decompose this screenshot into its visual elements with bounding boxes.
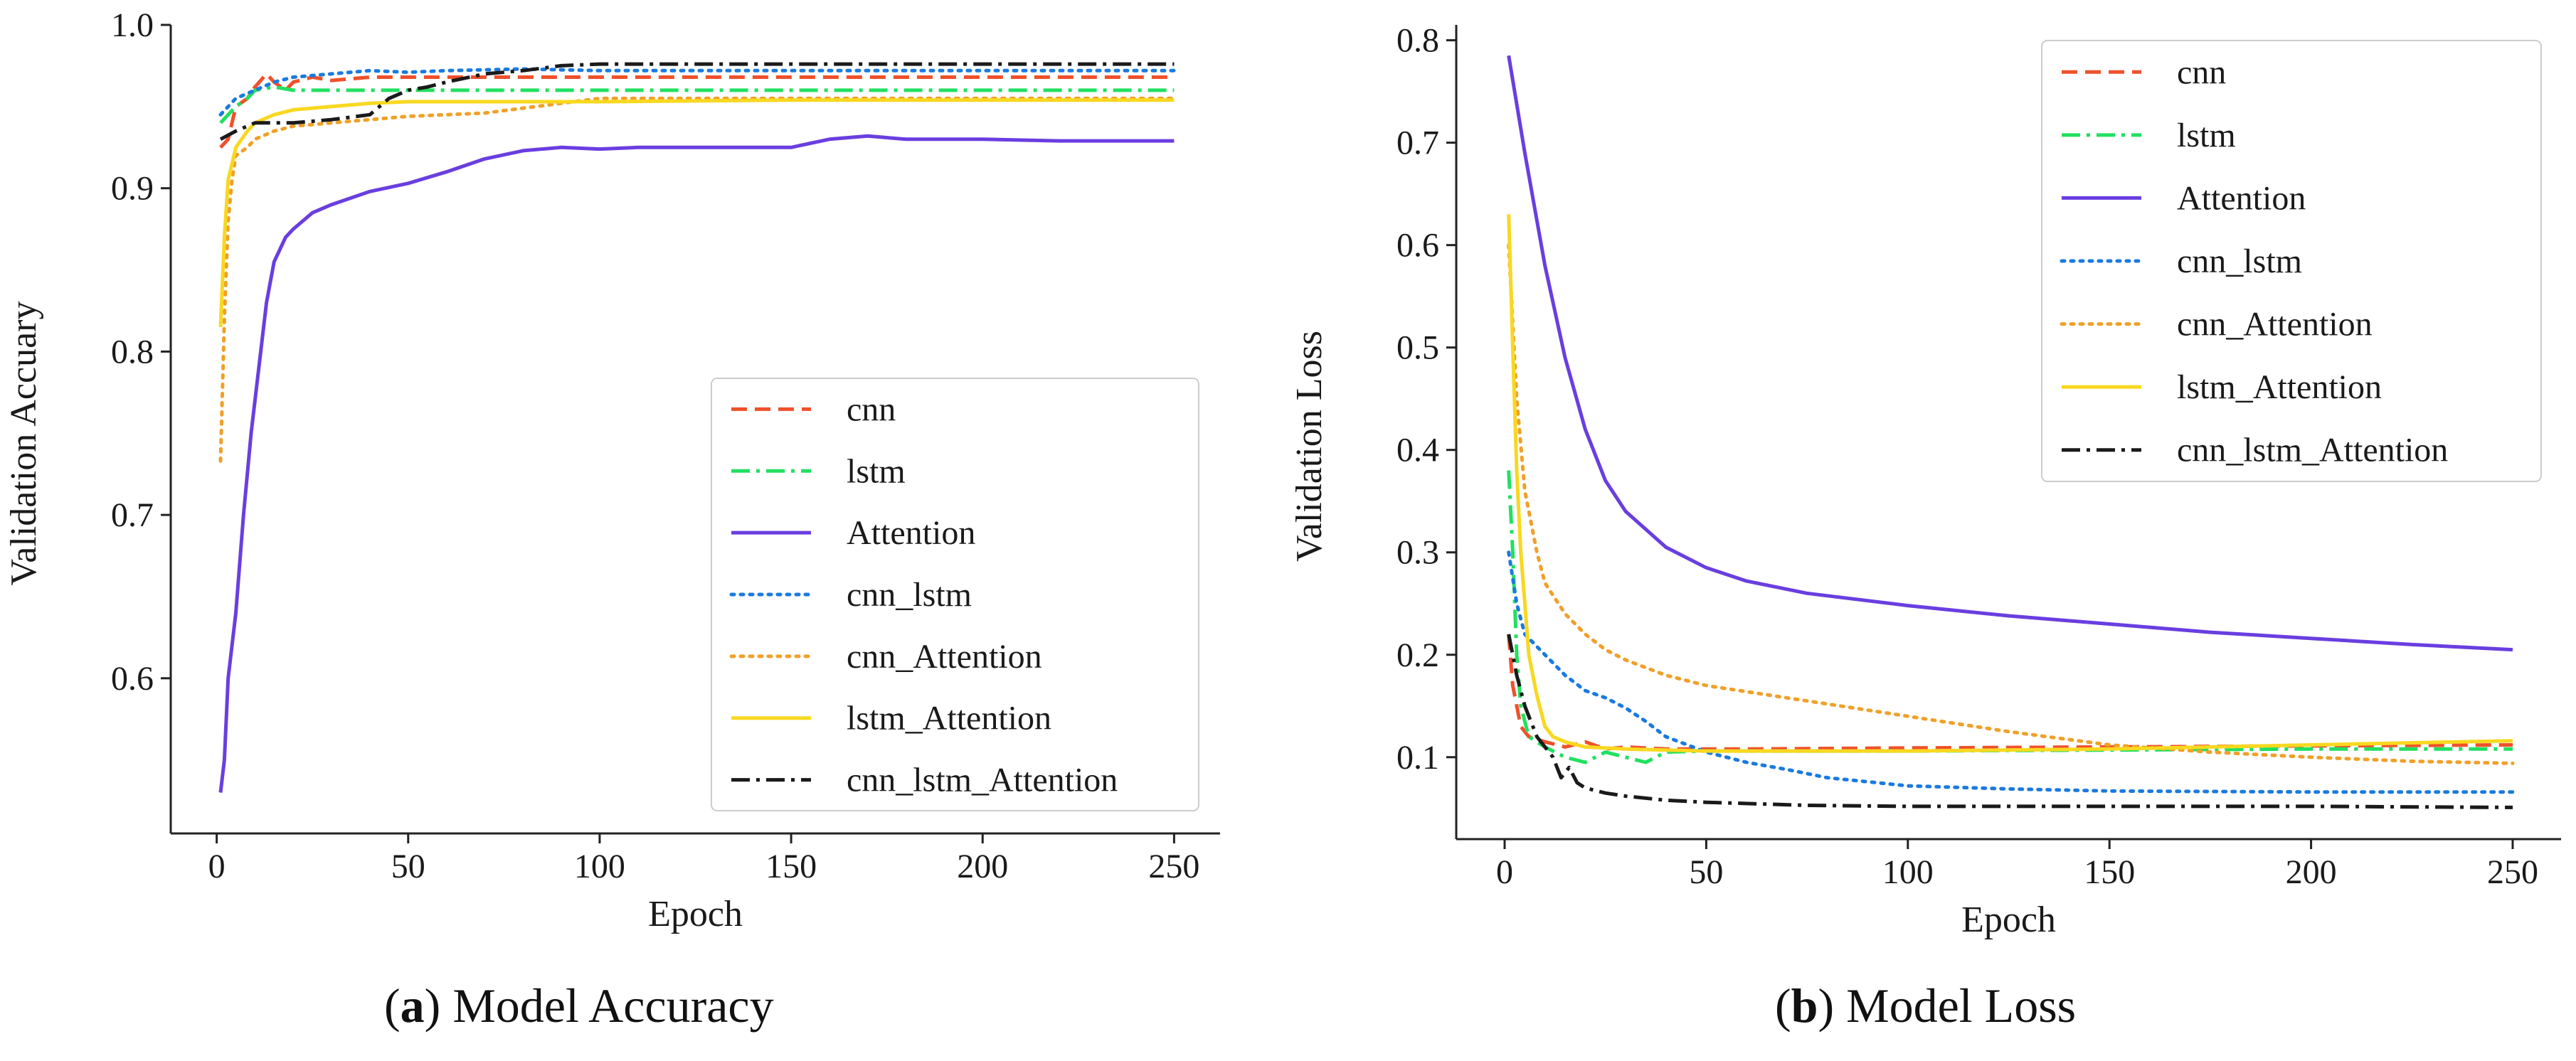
legend: cnn lstm Attention cnn_lstm cnn_Attentionlst…	[711, 378, 1199, 811]
y-tick-label: 0.4	[1396, 432, 1439, 469]
y-tick-label: 0.9	[111, 170, 154, 208]
legend-label: lstm_Attention	[847, 700, 1051, 737]
y-tick-label: 0.1	[1396, 739, 1439, 777]
x-tick-label: 150	[765, 848, 817, 885]
caption-a-title: Model Accuracy	[452, 979, 774, 1033]
y-tick-label: 0.7	[1396, 124, 1439, 162]
series-line-cnn-attention	[218, 96, 1176, 463]
series-line-attention	[218, 134, 1175, 793]
caption-a-tag: a	[400, 979, 425, 1033]
y-tick-label: 0.6	[111, 660, 154, 698]
x-tick-label: 150	[2084, 853, 2135, 891]
x-axis-label: Epoch	[648, 894, 743, 934]
legend-label: cnn_lstm	[2177, 242, 2302, 280]
legend-label: cnn_lstm_Attention	[847, 762, 1118, 799]
legend: cnn lstm Attention cnn_lstm cnn_Attentionlst…	[2041, 40, 2542, 482]
y-axis-label: Validation Accuary	[4, 302, 44, 586]
legend-label: Attention	[847, 514, 975, 552]
x-tick-label: 50	[391, 848, 425, 885]
x-tick-label: 250	[2487, 853, 2538, 891]
series-line-lstm-attention	[1507, 214, 2513, 753]
x-tick-label: 50	[1689, 853, 1723, 891]
x-axis-label: Epoch	[1961, 900, 2056, 940]
legend-frame	[2041, 40, 2542, 482]
series-line-lstm	[219, 85, 1175, 124]
x-tick-label: 200	[2286, 853, 2337, 891]
caption-b: (b) Model Loss	[1775, 979, 2077, 1033]
caption-b-title: Model Loss	[1846, 979, 2077, 1033]
series-line-cnn-attention	[1507, 243, 2515, 765]
legend-label: cnn_lstm_Attention	[2177, 432, 2448, 469]
series-line-cnn	[219, 72, 1175, 149]
legend-label: lstm	[2177, 117, 2236, 154]
y-tick-label: 0.8	[111, 333, 154, 370]
x-tick-label: 100	[1882, 853, 1934, 891]
y-tick-label: 0.5	[1396, 329, 1439, 367]
legend-frame	[711, 378, 1199, 811]
series-line-cnn-lstm-attention	[1507, 634, 2513, 809]
series-line-cnn-lstm	[1507, 550, 2515, 794]
x-tick-label: 0	[208, 848, 226, 885]
series-line-attention	[1507, 55, 2513, 652]
series-line-cnn-lstm	[218, 67, 1176, 117]
x-tick-label: 250	[1148, 848, 1199, 885]
series-line-lstm-attention	[218, 98, 1175, 328]
series-line-cnn-lstm-attention	[219, 62, 1175, 142]
y-tick-label: 0.2	[1396, 636, 1439, 674]
x-tick-label: 100	[574, 848, 625, 885]
y-tick-label: 0.6	[1396, 227, 1439, 265]
legend-label: cnn_Attention	[2177, 306, 2373, 343]
legend-label: lstm_Attention	[2177, 368, 2382, 406]
legend-label: cnn	[847, 390, 896, 428]
y-tick-label: 1.0	[111, 6, 154, 44]
x-tick-label: 200	[957, 848, 1008, 885]
y-tick-label: 0.3	[1396, 534, 1439, 572]
chart-panel-b: 0 50 100 150 200 250 0.1 0.2 0.3 0.4 0.5 0.6 0.7 0.8 E…	[1289, 22, 2561, 940]
caption-a: (a) Model Accuracy	[384, 979, 774, 1033]
legend-label: cnn_lstm	[847, 576, 972, 614]
caption-b-tag: b	[1791, 979, 1818, 1033]
x-tick-label: 0	[1496, 853, 1513, 891]
series-line-cnn	[1507, 634, 2513, 751]
legend-label: cnn	[2177, 53, 2226, 91]
y-tick-label: 0.7	[111, 496, 154, 534]
series-line-lstm	[1507, 470, 2513, 764]
y-axis-label: Validation Loss	[1289, 331, 1330, 562]
legend-label: cnn_Attention	[847, 638, 1042, 676]
y-tick-label: 0.8	[1396, 22, 1439, 60]
chart-panel-a: 0 50 100 150 200 250 0.6 0.7 0.8 0.9 1.0 Epoch Valid…	[4, 6, 1220, 934]
legend-label: lstm	[847, 452, 906, 490]
legend-label: Attention	[2177, 179, 2306, 217]
